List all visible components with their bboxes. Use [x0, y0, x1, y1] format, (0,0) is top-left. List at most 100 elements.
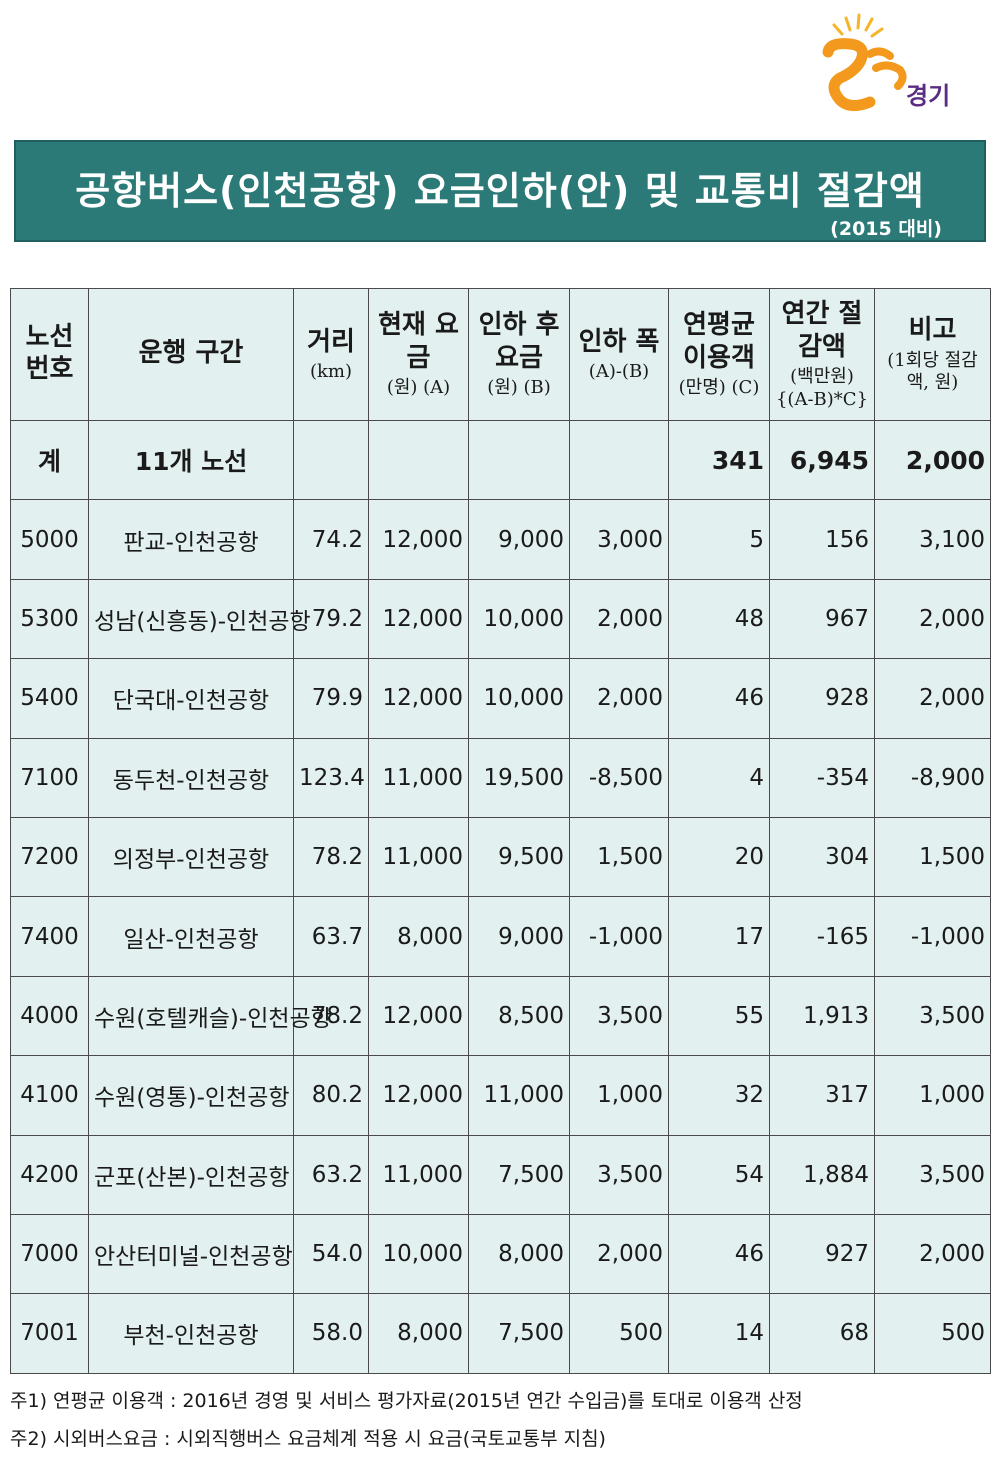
footnote: 주1) 연평균 이용객 : 2016년 경영 및 서비스 평가자료(2015년 …: [10, 1390, 803, 1412]
new-fare-cell: 7,500: [468, 1293, 570, 1374]
distance-cell: 54.0: [293, 1213, 369, 1295]
route-name: 성남(신흥동)-인천공항: [88, 578, 311, 660]
annual-users-cell: 5: [668, 499, 770, 580]
route-name: 안산터미널-인천공항: [88, 1213, 294, 1295]
current-fare-cell: 8,000: [368, 1293, 469, 1374]
fare-cut-cell: 1,000: [569, 1055, 669, 1136]
current-fare-cell: 12,000: [368, 658, 469, 739]
gyeonggi-logo: 경기: [810, 12, 960, 112]
total-cut: [569, 419, 669, 501]
new-fare-cell: 7,500: [468, 1134, 570, 1215]
total-label: 계: [10, 419, 89, 501]
total-savings: 6,945: [769, 419, 875, 501]
fare-table: 노선 번호 운행 구간 거리 (km) 현재 요금 (원) (A) 인하 후 요금(…: [10, 288, 991, 1374]
annual-users-cell: 17: [668, 896, 770, 977]
new-fare-cell: 11,000: [468, 1055, 570, 1136]
annual-users-cell: 46: [668, 658, 770, 739]
total-current: [368, 419, 469, 501]
per-trip-saving-cell: 1,000: [874, 1055, 991, 1136]
route-number: 5000: [10, 499, 89, 580]
new-fare-cell: 8,000: [468, 1213, 570, 1295]
annual-users-cell: 4: [668, 737, 770, 818]
per-trip-saving-cell: -8,900: [874, 737, 991, 818]
table-row: 7000 안산터미널-인천공항 54.0 10,000 8,000 2,000 46 927 2…: [10, 1213, 991, 1295]
current-fare-cell: 11,000: [368, 1134, 469, 1215]
per-trip-saving-cell: 500: [874, 1293, 991, 1374]
route-name: 수원(호텔캐슬)-인천공항: [88, 975, 332, 1057]
route-name: 의정부-인천공항: [88, 816, 294, 898]
route-name: 수원(영통)-인천공항: [88, 1055, 294, 1136]
table-row: 4100 수원(영통)-인천공항 80.2 12,000 11,000 1,000 32 31…: [10, 1055, 991, 1136]
header-cell: 연간 절감액 (백만원) {(A-B)*C}: [769, 288, 875, 421]
fare-cut-cell: 3,500: [569, 1134, 669, 1215]
annual-users-cell: 20: [668, 816, 770, 898]
fare-cut-cell: 500: [569, 1293, 669, 1374]
fare-cut-cell: 1,500: [569, 816, 669, 898]
annual-savings-cell: 928: [769, 658, 875, 739]
annual-users-cell: 54: [668, 1134, 770, 1215]
header-cell: 운행 구간: [88, 288, 294, 421]
per-trip-saving-cell: 2,000: [874, 658, 991, 739]
annual-savings-cell: 156: [769, 499, 875, 580]
table-row: 4200 군포(산본)-인천공항 63.2 11,000 7,500 3,500 54 1,8…: [10, 1134, 991, 1215]
fare-cut-cell: -8,500: [569, 737, 669, 818]
route-number: 4000: [10, 975, 89, 1057]
current-fare-cell: 11,000: [368, 816, 469, 898]
annual-savings-cell: 1,913: [769, 975, 875, 1057]
annual-users-cell: 14: [668, 1293, 770, 1374]
new-fare-cell: 19,500: [468, 737, 570, 818]
new-fare-cell: 9,000: [468, 896, 570, 977]
distance-cell: 63.7: [293, 896, 369, 977]
route-number: 7100: [10, 737, 89, 818]
table-row: 7001 부천-인천공항 58.0 8,000 7,500 500 14 68 500: [10, 1293, 991, 1374]
route-number: 7200: [10, 816, 89, 898]
per-trip-saving-cell: -1,000: [874, 896, 991, 977]
annual-users-cell: 55: [668, 975, 770, 1057]
page-title: 공항버스(인천공항) 요금인하(안) 및 교통비 절감액: [75, 169, 925, 213]
current-fare-cell: 12,000: [368, 1055, 469, 1136]
header-cell: 비고 (1회당 절감액, 원): [874, 288, 991, 421]
header-cell: 현재 요금 (원) (A): [368, 288, 469, 421]
distance-cell: 123.4: [293, 737, 369, 818]
table-row: 7100 동두천-인천공항 123.4 11,000 19,500 -8,500 4 -354…: [10, 737, 991, 818]
header-cell: 인하 폭 (A)-(B): [569, 288, 669, 421]
table-row: 5300 성남(신흥동)-인천공항 79.2 12,000 10,000 2,000 48 9…: [10, 578, 991, 660]
annual-savings-cell: 1,884: [769, 1134, 875, 1215]
current-fare-cell: 10,000: [368, 1213, 469, 1295]
distance-cell: 78.2: [293, 816, 369, 898]
distance-cell: 79.9: [293, 658, 369, 739]
per-trip-saving-cell: 3,100: [874, 499, 991, 580]
total-note: 2,000: [874, 419, 991, 501]
annual-savings-cell: 967: [769, 578, 875, 660]
annual-savings-cell: 68: [769, 1293, 875, 1374]
per-trip-saving-cell: 2,000: [874, 578, 991, 660]
route-number: 7001: [10, 1293, 89, 1374]
total-distance: [293, 419, 369, 501]
header-cell: 연평균 이용객 (만명) (C): [668, 288, 770, 421]
per-trip-saving-cell: 3,500: [874, 975, 991, 1057]
current-fare-cell: 11,000: [368, 737, 469, 818]
per-trip-saving-cell: 3,500: [874, 1134, 991, 1215]
route-name: 동두천-인천공항: [88, 737, 294, 818]
header-cell: 거리 (km): [293, 288, 369, 421]
new-fare-cell: 9,000: [468, 499, 570, 580]
distance-cell: 79.2: [293, 578, 369, 660]
title-banner: 공항버스(인천공항) 요금인하(안) 및 교통비 절감액 (2015 대비): [14, 140, 986, 242]
route-number: 4200: [10, 1134, 89, 1215]
annual-users-cell: 32: [668, 1055, 770, 1136]
new-fare-cell: 10,000: [468, 658, 570, 739]
fare-cut-cell: 3,500: [569, 975, 669, 1057]
footnotes: 주1) 연평균 이용객 : 2016년 경영 및 서비스 평가자료(2015년 …: [10, 1382, 990, 1458]
distance-cell: 80.2: [293, 1055, 369, 1136]
route-number: 4100: [10, 1055, 89, 1136]
new-fare-cell: 10,000: [468, 578, 570, 660]
fare-cut-cell: -1,000: [569, 896, 669, 977]
table-row: 7400 일산-인천공항 63.7 8,000 9,000 -1,000 17 -165 -1,…: [10, 896, 991, 977]
total-route: 11개 노선: [88, 419, 294, 501]
route-number: 5400: [10, 658, 89, 739]
current-fare-cell: 8,000: [368, 896, 469, 977]
route-name: 일산-인천공항: [88, 896, 294, 977]
annual-savings-cell: -165: [769, 896, 875, 977]
logo-text: 경기: [906, 82, 950, 110]
total-after: [468, 419, 570, 501]
